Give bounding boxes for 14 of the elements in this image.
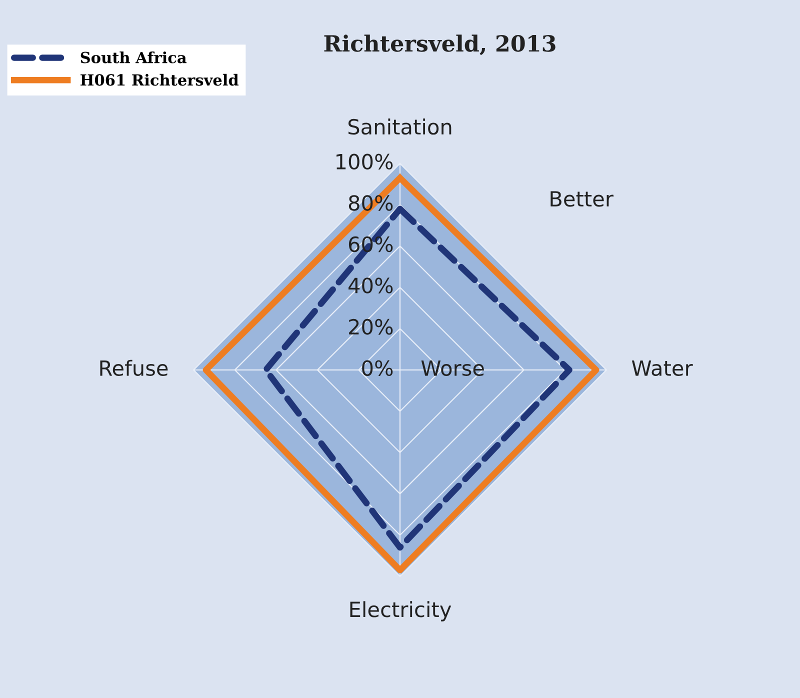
- legend-label: South Africa: [80, 51, 186, 64]
- spoke-label: Refuse: [100, 360, 168, 376]
- spoke-label: Water: [632, 360, 693, 376]
- y-tick-label: 20%: [349, 318, 393, 335]
- spoke-label: Sanitation: [348, 118, 452, 135]
- y-tick-label: 40%: [348, 278, 393, 294]
- spoke-label: Electricity: [350, 601, 452, 622]
- text: Worse: [421, 360, 484, 376]
- y-tick-label: 0%: [362, 360, 393, 376]
- y-tick-label: 60%: [348, 236, 393, 252]
- text: Better: [550, 191, 614, 207]
- y-tick-label: 100%: [336, 154, 393, 170]
- chart-title: Richtersveld, 2013: [324, 34, 556, 56]
- legend-label: H061 Richtersveld: [80, 74, 239, 86]
